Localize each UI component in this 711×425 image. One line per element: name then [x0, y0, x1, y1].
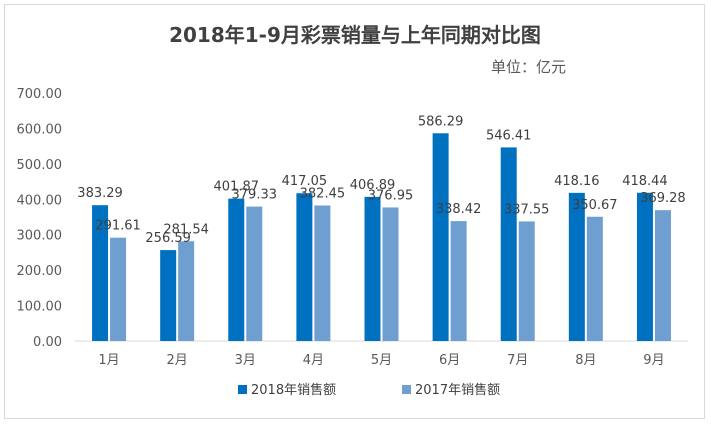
y-tick-label: 500.00: [17, 158, 63, 173]
legend-swatch: [238, 385, 247, 394]
bar-series-2017: [382, 207, 399, 341]
bar-series-2018: [500, 147, 517, 341]
x-tick-label: 4月: [303, 353, 324, 368]
x-tick-label: 1月: [98, 353, 119, 368]
x-tick-label: 8月: [575, 353, 596, 368]
bar-series-2018: [296, 193, 313, 341]
bar-series-2018: [364, 196, 381, 341]
data-label: 350.67: [572, 198, 618, 213]
y-tick-label: 600.00: [17, 122, 63, 137]
y-tick-label: 300.00: [17, 229, 63, 244]
bar-series-2017: [518, 221, 535, 341]
data-label: 281.54: [163, 222, 209, 237]
bar-series-2017: [450, 221, 467, 341]
x-tick-label: 9月: [643, 353, 664, 368]
bar-series-2018: [432, 133, 449, 341]
bar-series-2018: [636, 192, 653, 341]
bar-series-2017: [654, 210, 671, 341]
y-tick-label: 400.00: [17, 193, 63, 208]
bar-series-2017: [110, 237, 127, 341]
y-tick-label: 700.00: [17, 87, 63, 102]
y-tick-label: 100.00: [17, 300, 63, 315]
data-label: 401.87: [214, 180, 260, 195]
x-tick-label: 6月: [439, 353, 460, 368]
data-label: 417.05: [282, 174, 328, 189]
data-label: 369.28: [640, 191, 686, 206]
bar-series-2018: [568, 192, 585, 341]
data-label: 376.95: [368, 188, 414, 203]
bar-series-2017: [586, 216, 603, 341]
bars: [92, 133, 671, 341]
data-label: 379.33: [232, 188, 278, 203]
legend-label: 2017年销售额: [415, 382, 500, 398]
y-tick-label: 200.00: [17, 264, 63, 279]
x-tick-label: 2月: [167, 353, 188, 368]
unit-label: 单位：亿元: [491, 58, 566, 76]
data-label: 586.29: [418, 114, 464, 129]
data-label: 546.41: [486, 128, 532, 143]
data-label: 291.61: [95, 219, 141, 234]
y-tick-label: 0.00: [33, 335, 62, 350]
chart-title: 2018年1-9月彩票销量与上年同期对比图: [169, 23, 541, 47]
x-tick-label: 5月: [371, 353, 392, 368]
data-label: 383.29: [77, 186, 123, 201]
bar-series-2017: [178, 241, 195, 341]
y-axis: 0.00 100.00 200.00 300.00 400.00 500.00 600.00…: [17, 87, 63, 350]
x-tick-label: 7月: [507, 353, 528, 368]
data-label: 418.44: [622, 174, 668, 189]
x-axis: 1月 2月 3月 4月 5月 6月 7月 8月 9月: [75, 340, 688, 368]
legend: 2018年销售额 2017年销售额: [238, 382, 500, 398]
bar-series-2018: [160, 250, 177, 341]
legend-label: 2018年销售额: [251, 382, 336, 398]
legend-swatch: [402, 385, 411, 394]
data-label: 418.16: [554, 174, 600, 189]
bar-series-2017: [314, 205, 331, 341]
bar-series-2017: [246, 206, 263, 341]
data-label: 406.89: [350, 178, 396, 193]
data-labels: 383.29 256.59 401.87 417.05 406.89 586.29 546.…: [77, 114, 685, 246]
data-label: 382.45: [300, 187, 346, 202]
data-label: 337.55: [504, 202, 550, 217]
data-label: 256.59: [145, 231, 191, 246]
x-tick-label: 3月: [235, 353, 256, 368]
chart-frame: [4, 4, 705, 419]
bar-series-2018: [92, 205, 109, 341]
data-label: 338.42: [436, 202, 482, 217]
bar-series-2018: [228, 198, 245, 341]
